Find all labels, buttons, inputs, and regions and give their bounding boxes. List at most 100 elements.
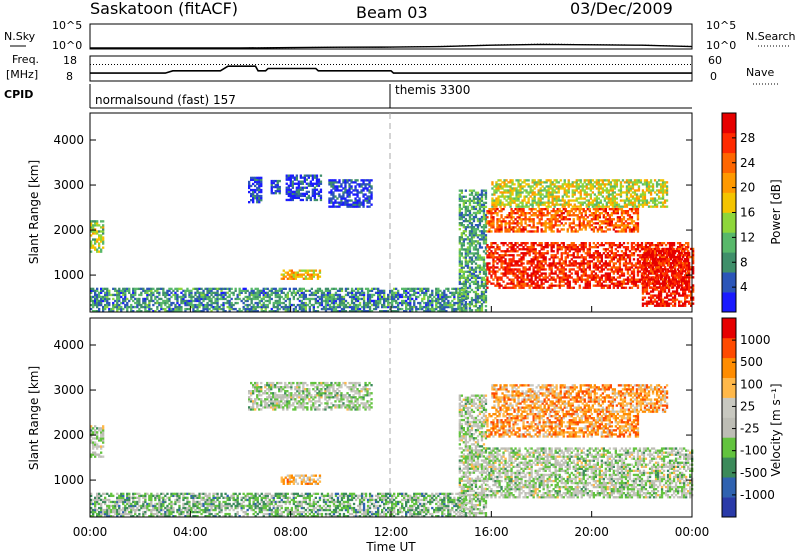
power-cell xyxy=(291,198,295,202)
power-cell xyxy=(276,299,279,303)
power-cell xyxy=(496,276,499,279)
power-cell xyxy=(550,270,553,273)
power-cell xyxy=(610,270,614,273)
power-cell xyxy=(362,291,366,295)
power-cell xyxy=(164,299,167,303)
power-cell xyxy=(500,216,503,219)
power-cell xyxy=(596,208,600,211)
power-cell xyxy=(178,307,181,311)
power-cell xyxy=(366,195,369,198)
power-cell xyxy=(638,262,642,265)
power-cell xyxy=(628,250,632,253)
power-cell xyxy=(480,215,484,219)
power-cell xyxy=(431,291,434,295)
power-cell xyxy=(311,194,315,198)
power-cell xyxy=(502,244,505,247)
power-cell xyxy=(464,219,468,223)
power-cell xyxy=(532,230,535,233)
power-cell xyxy=(553,185,556,188)
power-cell xyxy=(531,197,534,200)
power-cell xyxy=(618,254,622,257)
power-cell xyxy=(618,268,622,271)
power-cell xyxy=(270,188,273,191)
power-cell xyxy=(602,208,606,211)
power-cell xyxy=(429,307,432,311)
power-cell xyxy=(94,238,97,241)
power-cell xyxy=(458,262,462,265)
power-cell xyxy=(532,274,535,277)
power-cell xyxy=(620,210,624,213)
power-cell xyxy=(604,210,608,213)
power-cell xyxy=(332,205,335,208)
power-cell xyxy=(307,174,311,177)
power-cell xyxy=(522,286,525,289)
power-cell xyxy=(540,282,543,285)
power-cell xyxy=(614,284,618,287)
power-cell xyxy=(574,250,577,253)
power-cell xyxy=(616,230,620,233)
power-cell xyxy=(600,278,604,281)
power-cell xyxy=(286,307,290,311)
power-cell xyxy=(558,278,561,281)
power-cell xyxy=(443,310,446,313)
power-cell xyxy=(618,284,622,287)
power-cell xyxy=(668,246,672,249)
power-cell xyxy=(348,179,351,182)
power-cell xyxy=(284,293,287,297)
power-cell xyxy=(482,232,486,235)
power-cell xyxy=(616,260,620,263)
power-cell xyxy=(295,178,299,181)
power-cell xyxy=(370,289,374,293)
power-cell xyxy=(538,264,541,267)
power-cell xyxy=(496,252,499,255)
power-cell xyxy=(626,222,630,225)
power-cell xyxy=(512,272,515,275)
power-cell xyxy=(624,230,628,233)
power-cell xyxy=(435,297,438,301)
power-cell xyxy=(130,305,133,309)
power-cell xyxy=(372,301,376,305)
power-cell xyxy=(562,260,565,263)
power-cell xyxy=(96,238,99,241)
power-cell xyxy=(572,262,575,265)
power-cell xyxy=(256,188,259,192)
power-cell xyxy=(144,297,147,301)
power-cell xyxy=(570,222,573,225)
power-cell xyxy=(578,278,581,281)
power-cell xyxy=(644,266,648,269)
power-cell xyxy=(564,256,567,259)
power-cell xyxy=(685,242,688,245)
power-cell xyxy=(198,301,201,305)
power-cell xyxy=(324,310,328,313)
freq-left-tick-bottom: 8 xyxy=(66,70,73,83)
power-cell xyxy=(576,216,579,219)
power-cell xyxy=(330,183,333,186)
power-cell xyxy=(276,293,279,297)
power-cell xyxy=(464,211,468,215)
power-cell xyxy=(480,284,484,288)
power-cell xyxy=(405,310,408,313)
power-cell xyxy=(564,282,567,285)
power-cell xyxy=(310,291,314,295)
noise-lines xyxy=(90,43,693,49)
power-cell xyxy=(90,228,93,231)
power-cell xyxy=(338,299,342,303)
power-cell xyxy=(360,201,363,204)
power-cell xyxy=(374,287,378,291)
power-cell xyxy=(352,303,356,307)
power-cell xyxy=(288,303,292,307)
power-cell xyxy=(94,220,97,223)
power-cell xyxy=(553,189,556,192)
power-cell xyxy=(640,274,644,277)
power-cell xyxy=(521,201,524,204)
power-cell xyxy=(596,216,600,219)
power-cell xyxy=(536,216,539,219)
power-cell xyxy=(330,293,334,297)
power-cell xyxy=(364,179,367,182)
power-cell xyxy=(346,189,349,192)
power-cell xyxy=(294,291,298,295)
power-cell xyxy=(476,252,480,255)
power-cell xyxy=(350,295,354,299)
power-cell xyxy=(315,184,319,187)
power-cell xyxy=(530,208,533,211)
